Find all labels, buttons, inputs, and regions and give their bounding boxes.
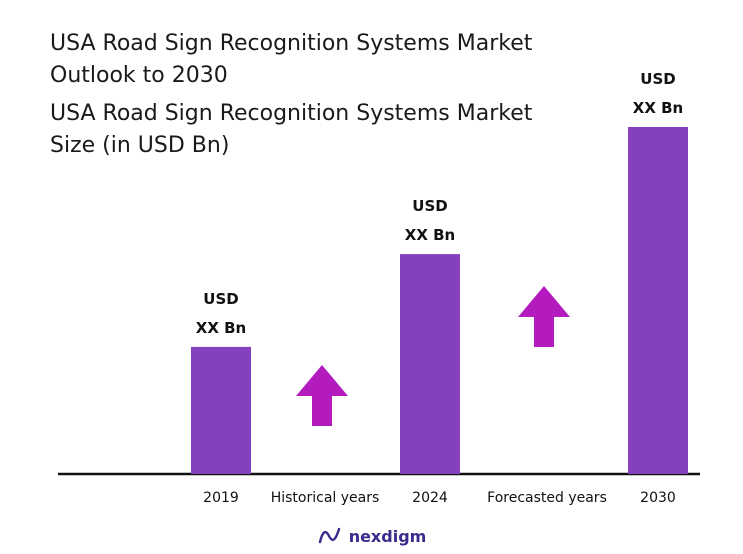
x-tick-label-2030: 2030 — [640, 490, 676, 506]
bar-value-label-line2-2030: XX Bn — [633, 99, 683, 117]
x-tick-label-2019: 2019 — [203, 490, 239, 506]
bar-2019 — [191, 346, 251, 474]
growth-arrow-up-icon — [518, 286, 570, 347]
period-label-2: Forecasted years — [487, 490, 607, 506]
chart-subtitle: USA Road Sign Recognition Systems Market… — [50, 98, 532, 162]
x-tick-label-2024: 2024 — [412, 490, 448, 506]
chart-title: USA Road Sign Recognition Systems Market… — [50, 28, 532, 92]
bar-value-label-line1-2030: USD — [640, 70, 675, 88]
title-line-1: USA Road Sign Recognition Systems Market — [50, 31, 533, 56]
footer-logo: nexdigm — [0, 526, 743, 551]
bar-value-label-line2-2024: XX Bn — [405, 226, 455, 244]
bar-value-label-line1-2024: USD — [412, 197, 447, 215]
bar-value-label-line1-2019: USD — [203, 290, 238, 308]
nexdigm-logo-icon — [318, 527, 340, 544]
subtitle-line-1: USA Road Sign Recognition Systems Market — [50, 101, 533, 126]
period-label-1: Historical years — [271, 490, 380, 506]
logo-text: nexdigm — [348, 526, 427, 546]
bar-2030 — [628, 127, 688, 474]
title-line-2: Outlook to 2030 — [50, 63, 228, 88]
bar-value-label-line2-2019: XX Bn — [196, 319, 246, 337]
growth-arrow-up-icon — [296, 365, 348, 426]
subtitle-line-2: Size (in USD Bn) — [50, 133, 230, 158]
bar-2024 — [400, 254, 460, 474]
